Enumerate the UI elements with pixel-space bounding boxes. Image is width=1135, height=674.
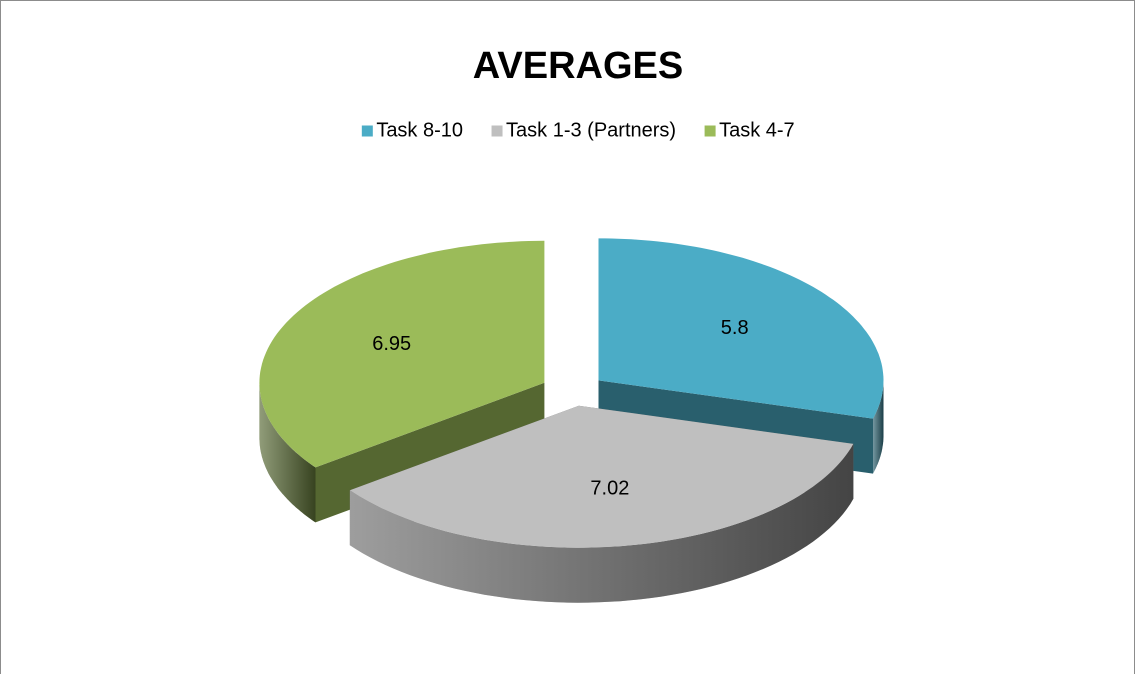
legend-label: Task 4-7: [719, 119, 795, 141]
slice-side-shade: [349, 443, 854, 603]
slice-top: [349, 405, 854, 548]
slice: 7.02: [349, 405, 854, 603]
slice-top: [598, 238, 884, 419]
chart-title: AVERAGES: [473, 45, 683, 87]
legend-label: Task 8-10: [376, 119, 463, 141]
slice-side-shade: [873, 380, 884, 474]
legend: Task 8-10 Task 1-3 (Partners) Task 4-7: [360, 119, 795, 141]
slice-top: [259, 240, 545, 468]
data-label: 7.02: [590, 478, 629, 500]
legend-swatch: [703, 124, 717, 138]
slice-side-shade: [259, 382, 316, 523]
legend-swatch: [490, 124, 504, 138]
data-label: 6.95: [372, 333, 411, 355]
data-label: 5.8: [721, 317, 749, 339]
legend-label: Task 1-3 (Partners): [506, 119, 676, 141]
legend-swatch: [360, 124, 374, 138]
